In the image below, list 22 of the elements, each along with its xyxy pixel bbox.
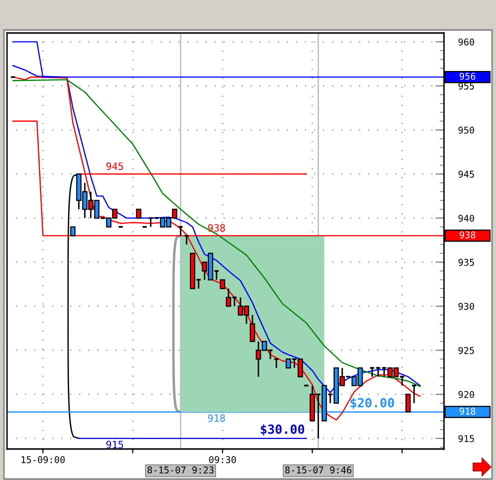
- y-tick-label: 930: [458, 302, 474, 310]
- y-tick-label: 915: [458, 435, 474, 442]
- data-label: 938: [460, 231, 476, 238]
- annotation: $20.00: [350, 398, 394, 410]
- y-tick-label: 925: [458, 346, 474, 354]
- y-tick-label: 950: [458, 126, 474, 134]
- ref-line-label: 8-15-07 9:23: [148, 466, 214, 474]
- y-tick-label: 920: [458, 391, 474, 398]
- x-tick-label: 15-09:00: [22, 456, 65, 464]
- annotation: 915: [106, 440, 123, 448]
- x-tick-label: 09:30: [209, 456, 236, 464]
- annotation: 918: [208, 414, 225, 422]
- data-label: 956: [460, 72, 476, 80]
- ref-line-label: 8-15-07 9:46: [285, 466, 352, 474]
- data-label: 918: [460, 408, 476, 415]
- annotation: $30.00: [260, 424, 304, 436]
- annotation: 945: [106, 162, 123, 170]
- y-tick-label: 935: [458, 258, 474, 266]
- y-tick-label: 940: [458, 214, 474, 222]
- annotation: 938: [208, 224, 225, 232]
- y-tick-label: 945: [458, 170, 474, 178]
- y-tick-label: 960: [458, 38, 474, 46]
